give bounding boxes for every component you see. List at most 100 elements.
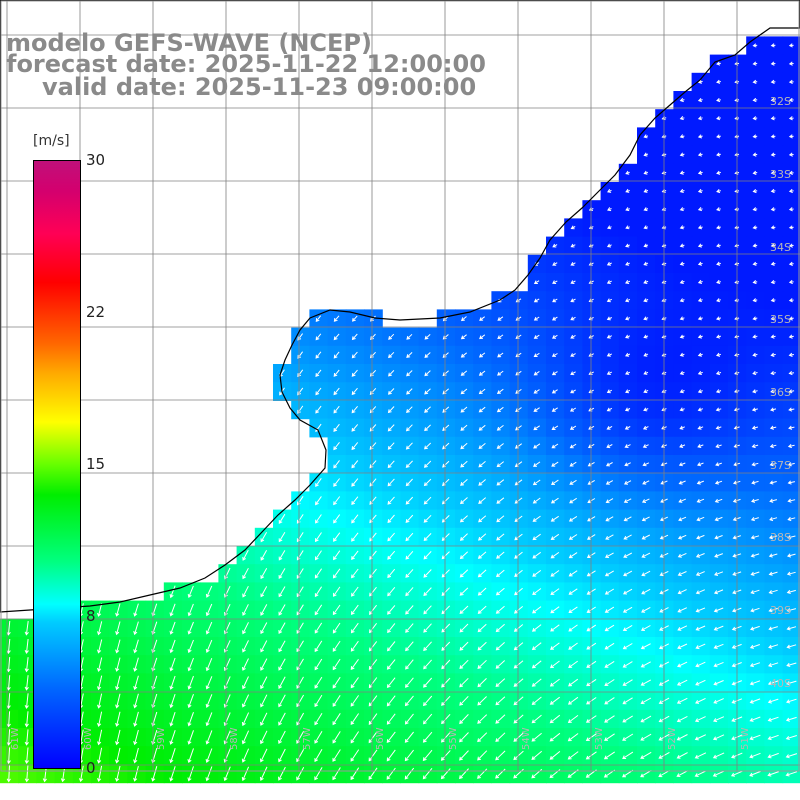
wind-arrow [696,480,704,485]
wind-arrow [749,662,761,668]
wind-arrow [6,693,11,710]
wind-arrow [625,316,631,321]
wind-arrow [440,731,451,743]
lon-label: 51W [740,727,751,750]
wind-arrow [676,770,689,777]
wind-arrow [770,352,776,357]
wind-arrow [478,424,486,431]
wind-arrow [604,606,615,613]
wind-arrow [278,766,286,781]
wind-arrow [459,551,469,560]
wind-arrow [315,387,322,396]
wind-arrow [750,589,760,595]
wind-arrow [695,643,706,650]
wind-arrow [278,748,286,763]
wind-arrow [514,569,523,577]
wind-arrow [550,588,560,595]
wind-arrow [333,387,340,396]
wind-arrow [278,640,286,653]
wind-arrow [678,516,687,522]
wind-arrow [423,659,432,670]
wind-arrow [642,425,649,430]
wind-arrow [205,730,213,745]
wind-arrow [749,644,760,649]
wind-arrow [695,679,706,686]
wind-arrow [697,134,703,139]
wind-arrow [770,79,776,84]
wind-arrow [752,134,758,139]
wind-arrow [368,767,378,780]
wind-arrow [606,444,613,449]
wind-arrow [405,442,413,450]
wind-arrow [716,207,721,212]
wind-arrow [405,587,414,597]
wind-arrow [351,351,358,359]
wind-arrow [714,516,723,522]
wind-arrow [278,532,286,543]
wind-arrow [187,748,194,764]
wind-arrow [715,443,722,449]
wind-arrow [386,749,396,762]
wind-arrow [568,606,578,614]
wind-arrow [477,659,487,669]
wind-arrow [588,334,594,339]
wind-arrow [568,515,578,522]
wind-arrow [715,370,722,376]
wind-arrow [679,444,686,448]
wind-arrow [604,697,615,705]
wind-arrow [351,315,358,322]
wind-arrow [767,771,779,777]
wind-arrow [568,678,579,687]
wind-arrow [551,443,559,449]
wind-arrow [6,675,11,691]
wind-arrow [405,496,414,505]
wind-arrow [587,534,596,540]
wind-arrow [496,461,505,468]
wind-arrow [351,496,359,506]
wind-arrow [640,661,651,668]
wind-arrow [24,747,29,765]
wind-arrow [769,498,778,503]
wind-arrow [169,748,176,764]
wind-arrow [752,79,758,84]
wind-arrow [604,679,615,687]
wind-arrow [752,279,758,285]
wind-arrow [441,641,451,651]
wind-arrow [623,498,632,503]
wind-arrow [495,605,505,614]
wind-arrow [605,462,613,467]
wind-arrow [588,280,594,284]
wind-arrow [187,603,194,617]
wind-arrow [278,550,286,561]
wind-arrow [495,696,506,706]
wind-arrow [333,550,341,561]
wind-arrow [697,462,704,467]
wind-arrow [569,443,577,449]
wind-arrow [478,479,486,486]
lon-label: 55W [448,727,459,750]
wind-arrow [386,659,396,670]
wind-arrow [605,480,614,485]
wind-arrow [697,207,703,212]
wind-arrow [405,605,414,615]
wind-arrow [441,713,451,725]
wind-arrow [679,298,685,303]
wind-arrow [787,498,796,503]
wind-arrow [770,407,777,412]
wind-arrow [459,569,469,578]
wind-arrow [604,570,614,577]
wind-arrow [788,334,794,339]
wind-arrow [332,676,341,689]
wind-arrow [678,498,686,503]
wind-arrow [716,97,721,103]
wind-arrow [712,734,725,741]
wind-arrow [441,623,451,633]
wind-arrow [387,641,396,652]
wind-arrow [351,387,358,396]
wind-arrow [606,371,613,375]
wind-arrow [625,280,631,284]
wind-arrow [716,134,721,139]
wind-arrow [716,61,721,66]
wind-arrow [769,462,777,467]
wind-arrow [387,442,395,450]
